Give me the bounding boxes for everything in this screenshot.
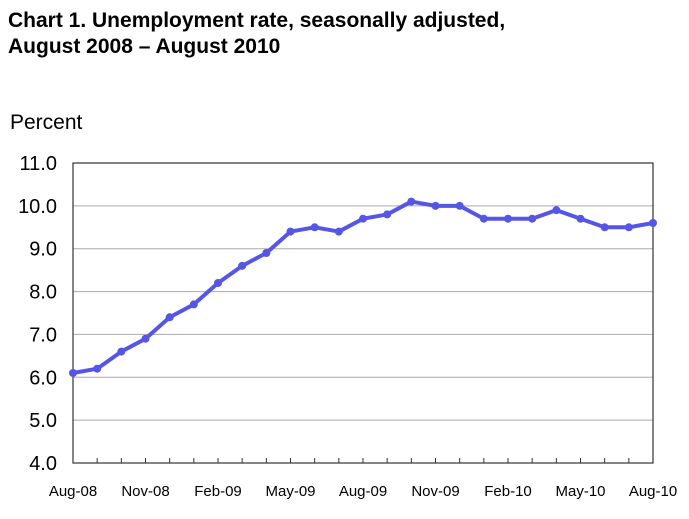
y-tick-label: 8.0 xyxy=(29,282,57,304)
y-tick-label: 6.0 xyxy=(29,367,57,389)
data-point xyxy=(93,364,102,373)
data-point xyxy=(431,201,440,210)
x-tick-label: Nov-08 xyxy=(121,483,169,500)
data-point xyxy=(528,214,537,223)
data-point xyxy=(649,219,657,227)
series-line xyxy=(72,199,654,375)
data-point xyxy=(69,369,77,377)
y-tick-label: 4.0 xyxy=(29,453,57,475)
y-tick-label: 10.0 xyxy=(18,196,57,218)
data-point xyxy=(189,300,198,309)
x-tick-label: Aug-10 xyxy=(629,483,677,500)
data-point xyxy=(407,197,416,206)
y-axis-label: Percent xyxy=(10,111,83,134)
x-tick-label: Feb-10 xyxy=(484,483,532,500)
data-point xyxy=(238,261,247,270)
chart-title: Chart 1. Unemployment rate, seasonally a… xyxy=(8,8,505,60)
data-point xyxy=(624,223,633,232)
data-point xyxy=(214,279,222,287)
x-tick-label: Feb-09 xyxy=(194,483,242,500)
plot-frame xyxy=(72,162,654,464)
data-point xyxy=(576,214,585,223)
chart-title-line2: August 2008 – August 2010 xyxy=(8,35,281,58)
data-point xyxy=(359,214,367,223)
y-tick-label: 5.0 xyxy=(29,410,57,432)
x-tick-label: May-09 xyxy=(265,483,315,500)
data-point xyxy=(552,206,561,215)
data-point xyxy=(141,334,150,343)
data-point xyxy=(286,227,295,236)
y-tick-label: 7.0 xyxy=(29,324,57,346)
data-point xyxy=(310,223,319,232)
data-point xyxy=(262,249,271,257)
y-tick-label: 11.0 xyxy=(20,153,57,175)
x-tick-label: Nov-09 xyxy=(411,483,459,500)
chart-title-line1: Chart 1. Unemployment rate, seasonally a… xyxy=(8,9,506,32)
data-point xyxy=(117,347,126,356)
data-point xyxy=(165,313,174,322)
x-tick-label: May-10 xyxy=(555,483,605,500)
data-point xyxy=(479,214,488,223)
data-point xyxy=(383,210,392,219)
x-tick-label: Aug-08 xyxy=(49,483,97,500)
data-point xyxy=(600,223,609,232)
x-tick-label: Aug-09 xyxy=(339,483,387,500)
y-tick-label: 9.0 xyxy=(29,239,57,261)
data-point xyxy=(334,227,343,236)
data-point xyxy=(504,214,512,223)
data-point xyxy=(455,201,464,210)
